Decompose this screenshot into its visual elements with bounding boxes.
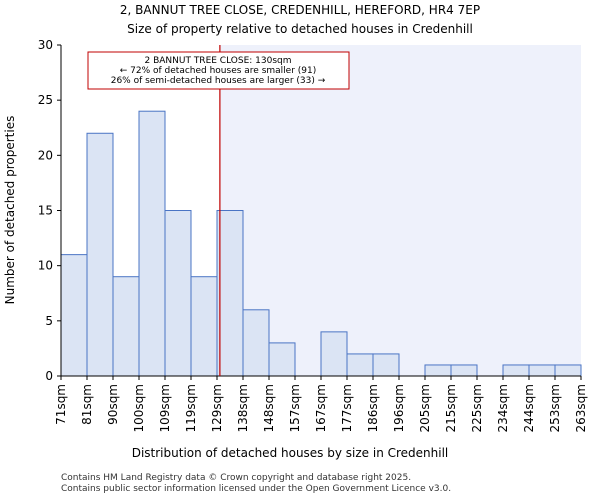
bar-100sqm [138,110,166,377]
x-axis-label: Distribution of detached houses by size … [132,446,449,460]
chart-subtitle: Size of property relative to detached ho… [127,22,473,36]
x-axis: 71sqm 81sqm 90sqm 100sqm 109sqm 119sqm 129sqm 1… [54,375,588,432]
x-tick-label: 263sqm [574,384,588,432]
x-tick-label: 71sqm [54,384,68,425]
x-tick-label: 167sqm [314,384,328,432]
y-tick-label: 15 [38,204,53,218]
chart-title: 2, BANNUT TREE CLOSE, CREDENHILL, HEREFO… [120,3,480,17]
x-tick-label: 157sqm [288,384,302,432]
bar-81sqm [86,132,114,377]
x-tick-label: 234sqm [496,384,510,432]
bar-90sqm [112,276,140,377]
bar-148sqm [268,342,296,377]
bar-71sqm [60,254,88,377]
annotation-line-2: ← 72% of detached houses are smaller (91… [120,66,317,76]
x-tick-label: 244sqm [522,384,536,432]
x-tick-label: 196sqm [392,384,406,432]
x-tick-label: 109sqm [158,384,172,432]
x-tick-label: 81sqm [80,384,94,425]
x-tick-label: 119sqm [184,384,198,432]
bar-138sqm [242,309,270,377]
larger-region-shade [219,45,581,376]
bar-119sqm [190,276,218,377]
x-tick-label: 225sqm [470,384,484,432]
bar-253sqm [554,364,582,377]
y-tick-label: 20 [38,148,53,162]
y-tick-label: 5 [45,314,53,328]
y-axis-label: Number of detached properties [3,116,17,305]
annotation-line-3: 26% of semi-detached houses are larger (… [111,76,326,86]
x-tick-label: 90sqm [106,384,120,425]
bar-129sqm [216,210,244,377]
bar-167sqm [320,331,348,377]
footer-line-2: Contains public sector information licen… [61,484,452,494]
y-tick-label: 30 [38,38,53,52]
x-tick-label: 129sqm [210,384,224,432]
y-tick-label: 0 [45,369,53,383]
x-tick-label: 177sqm [340,384,354,432]
annotation-line-1: 2 BANNUT TREE CLOSE: 130sqm [144,56,291,66]
y-axis: 0 5 10 15 20 25 30 [38,38,62,383]
x-tick-label: 100sqm [132,384,146,432]
y-tick-label: 10 [38,259,53,273]
x-tick-label: 205sqm [418,384,432,432]
bar-215sqm [450,364,478,377]
x-tick-label: 186sqm [366,384,380,432]
bars-group [60,110,582,377]
annotation-border [87,51,350,90]
x-tick-label: 215sqm [444,384,458,432]
bar-177sqm [346,353,374,377]
x-tick-label: 138sqm [236,384,250,432]
bar-186sqm [372,353,400,377]
y-tick-label: 25 [38,93,53,107]
annotation-box: 2 BANNUT TREE CLOSE: 130sqm ← 72% of det… [87,51,350,90]
x-tick-label: 253sqm [548,384,562,432]
bar-244sqm [528,364,556,377]
footer-line-1: Contains HM Land Registry data © Crown c… [61,473,412,483]
bar-205sqm [424,364,452,377]
x-tick-label: 148sqm [262,384,276,432]
bar-109sqm [164,210,192,377]
bar-234sqm [502,364,530,377]
